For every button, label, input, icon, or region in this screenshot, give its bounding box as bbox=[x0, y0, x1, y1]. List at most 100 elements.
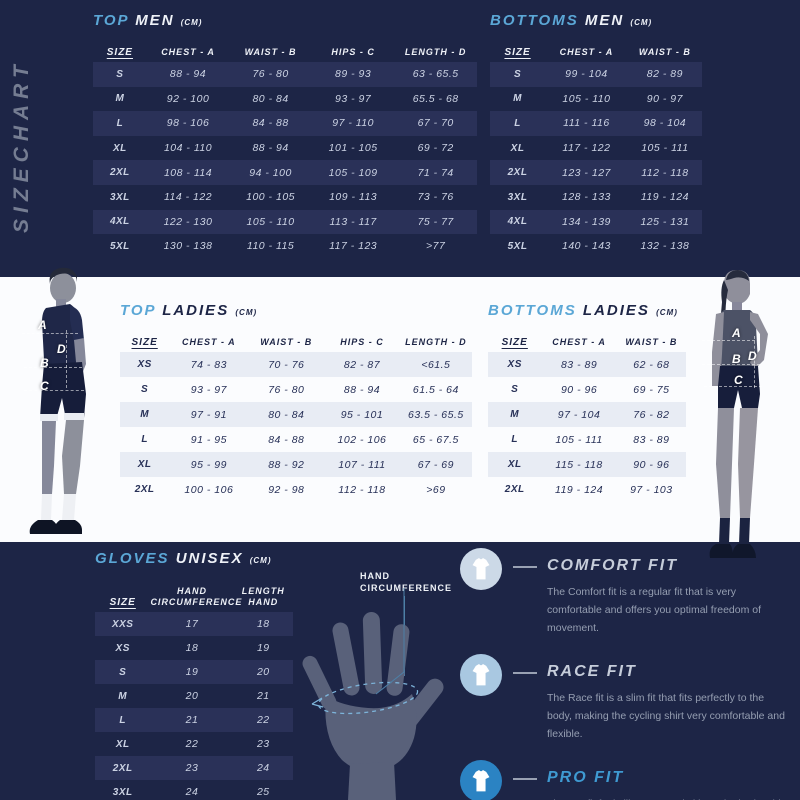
woman-waist-line bbox=[702, 364, 760, 365]
column-header: LENGTH - D bbox=[404, 47, 467, 57]
value-cell: 97 - 104 bbox=[557, 408, 601, 421]
value-cell: 83 - 89 bbox=[560, 358, 598, 371]
size-cell: L bbox=[514, 117, 521, 129]
value-cell: 90 - 96 bbox=[560, 383, 598, 396]
size-cell: 2XL bbox=[134, 484, 155, 495]
size-cell: 2XL bbox=[504, 484, 525, 495]
table-header-row: SIZE HAND CIRCUMFERENCE LENGTH HAND bbox=[95, 574, 293, 612]
value-cell: 117 - 123 bbox=[329, 240, 378, 253]
column-header: CHEST - A bbox=[552, 337, 606, 347]
value-cell: 18 bbox=[185, 642, 199, 654]
value-cell: 108 - 114 bbox=[163, 166, 213, 179]
value-cell: 105 - 110 bbox=[246, 215, 295, 228]
table-row: 5XL 140 - 143 132 - 138 bbox=[490, 234, 702, 259]
value-cell: 83 - 89 bbox=[633, 433, 670, 446]
table-row: XS 74 - 83 70 - 76 82 - 87 <61.5 bbox=[120, 352, 472, 377]
woman-hips-line bbox=[704, 386, 762, 387]
value-cell: 90 - 97 bbox=[646, 92, 683, 105]
column-header: WAIST - B bbox=[625, 337, 678, 347]
column-header: SIZE bbox=[131, 337, 158, 348]
table-row: 4XL 134 - 139 125 - 131 bbox=[490, 209, 702, 235]
table-row: M 105 - 110 90 - 97 bbox=[490, 87, 702, 112]
table-row: M 97 - 104 76 - 82 bbox=[488, 402, 686, 427]
value-cell: 63.5 - 65.5 bbox=[408, 408, 464, 421]
value-cell: 20 bbox=[185, 690, 199, 702]
table-row: S 88 - 94 76 - 80 89 - 93 63 - 65.5 bbox=[93, 62, 477, 87]
value-cell: 67 - 70 bbox=[417, 117, 454, 130]
table-row: XL 117 - 122 105 - 111 bbox=[490, 136, 702, 161]
value-cell: 70 - 76 bbox=[268, 358, 305, 371]
value-cell: 111 - 116 bbox=[563, 117, 610, 130]
man-label-c: C bbox=[40, 379, 49, 393]
value-cell: >69 bbox=[426, 483, 446, 496]
pro-fit-dash bbox=[513, 778, 537, 780]
man-waist-line bbox=[24, 367, 82, 368]
table-header-row: SIZE CHEST - A WAIST - B bbox=[488, 326, 686, 352]
value-cell: 88 - 94 bbox=[343, 383, 381, 396]
value-cell: 140 - 143 bbox=[562, 240, 611, 253]
size-cell: XXS bbox=[111, 618, 134, 630]
value-cell: 107 - 111 bbox=[338, 458, 386, 471]
column-header: HAND CIRCUMFERENCE bbox=[150, 586, 243, 607]
woman-figure: A B D C bbox=[680, 268, 800, 566]
race-fit-description: The Race fit is a slim fit that fits per… bbox=[547, 692, 785, 740]
comfort-fit-description: The Comfort fit is a regular fit that is… bbox=[547, 586, 762, 634]
value-cell: 100 - 106 bbox=[184, 483, 234, 496]
value-cell: 21 bbox=[185, 714, 199, 726]
value-cell: 84 - 88 bbox=[252, 117, 289, 130]
value-cell: 63 - 65.5 bbox=[412, 68, 459, 81]
table-row: M 20 21 bbox=[95, 684, 293, 708]
table-header-row: SIZE CHEST - A WAIST - B HIPS - C LENGTH - D bbox=[93, 36, 477, 62]
column-header: LENGTH HAND bbox=[241, 586, 285, 607]
race-fit-shirt-icon bbox=[460, 654, 502, 696]
title-accent: TOP bbox=[120, 302, 157, 319]
value-cell: 95 - 99 bbox=[190, 458, 227, 471]
man-chest-line bbox=[22, 333, 78, 334]
table-row: 3XL 114 - 122 100 - 105 109 - 113 73 - 76 bbox=[93, 185, 477, 210]
title-unit: (CM) bbox=[180, 18, 203, 27]
value-cell: 93 - 97 bbox=[190, 383, 227, 396]
top-ladies-table: SIZE CHEST - A WAIST - B HIPS - C LENGTH - D… bbox=[120, 326, 472, 502]
column-header: WAIST - B bbox=[260, 337, 313, 347]
size-cell: XL bbox=[112, 142, 127, 154]
bottoms-ladies-title: BOTTOMS LADIES (CM) bbox=[488, 302, 686, 319]
value-cell: 94 - 100 bbox=[249, 166, 292, 179]
size-cell: 3XL bbox=[507, 191, 528, 203]
hand-illustration-image bbox=[302, 588, 444, 800]
value-cell: 88 - 94 bbox=[252, 142, 289, 155]
value-cell: 93 - 97 bbox=[335, 92, 372, 105]
table-row: XL 22 23 bbox=[95, 732, 293, 756]
bottoms-ladies-table: SIZE CHEST - A WAIST - B XS 83 - 89 62 - 68 S 9… bbox=[488, 326, 686, 502]
value-cell: 102 - 106 bbox=[337, 433, 387, 446]
value-cell: 89 - 93 bbox=[335, 68, 372, 81]
fit-descriptions: COMFORT FIT The Comfort fit is a regular… bbox=[455, 546, 795, 800]
column-header: WAIST - B bbox=[638, 47, 691, 57]
value-cell: 65 - 67.5 bbox=[412, 433, 459, 446]
size-cell: L bbox=[116, 117, 124, 129]
value-cell: 88 - 92 bbox=[268, 458, 305, 471]
man-label-a: A bbox=[38, 318, 47, 332]
table-row: L 98 - 106 84 - 88 97 - 110 67 - 70 bbox=[93, 111, 477, 136]
table-row: S 90 - 96 69 - 75 bbox=[488, 377, 686, 402]
table-row: L 111 - 116 98 - 104 bbox=[490, 111, 702, 136]
value-cell: 25 bbox=[256, 786, 270, 798]
table-row: 2XL 123 - 127 112 - 118 bbox=[490, 160, 702, 185]
top-men-table: SIZE CHEST - A WAIST - B HIPS - C LENGTH - D… bbox=[93, 36, 477, 259]
man-label-d: D bbox=[57, 342, 66, 356]
value-cell: 119 - 124 bbox=[640, 191, 689, 204]
value-cell: 125 - 131 bbox=[640, 215, 690, 228]
table-row: S 99 - 104 82 - 89 bbox=[490, 62, 702, 87]
size-cell: L bbox=[141, 434, 148, 445]
gloves-section: GLOVES UNISEX (CM) SIZE HAND CIRCUMFERENC… bbox=[95, 550, 293, 800]
table-row: XS 83 - 89 62 - 68 bbox=[488, 352, 686, 377]
table-row: 5XL 130 - 138 110 - 115 117 - 123 >77 bbox=[93, 234, 477, 259]
value-cell: 65.5 - 68 bbox=[412, 92, 459, 105]
table-row: XL 104 - 110 88 - 94 101 - 105 69 - 72 bbox=[93, 136, 477, 161]
table-row: 2XL 119 - 124 97 - 103 bbox=[488, 477, 686, 502]
value-cell: 67 - 69 bbox=[417, 458, 454, 471]
value-cell: 105 - 110 bbox=[562, 92, 611, 105]
column-header: SIZE bbox=[504, 47, 531, 58]
value-cell: 105 - 109 bbox=[328, 166, 378, 179]
value-cell: 76 - 80 bbox=[252, 68, 289, 81]
